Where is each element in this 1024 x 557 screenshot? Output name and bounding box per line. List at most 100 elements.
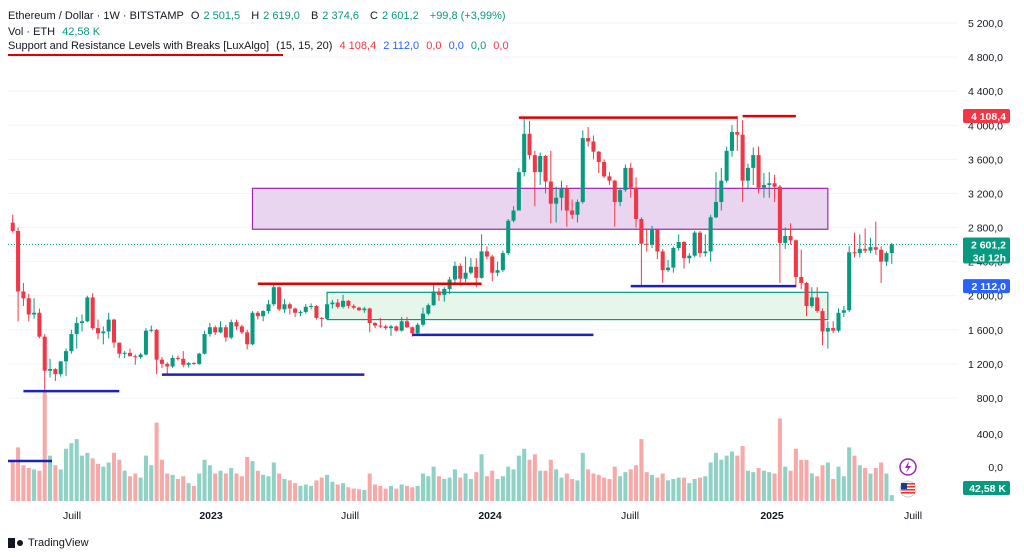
volume-bar bbox=[879, 462, 884, 501]
candle-body bbox=[325, 304, 330, 319]
candle-body bbox=[538, 155, 543, 173]
candle-body bbox=[863, 248, 868, 251]
candle-body bbox=[287, 304, 292, 309]
tradingview-brand[interactable]: TradingView bbox=[8, 537, 89, 549]
volume-bar bbox=[692, 479, 697, 501]
candle-body bbox=[735, 132, 740, 135]
volume-bar bbox=[69, 443, 74, 501]
candle-body bbox=[303, 306, 308, 312]
indicator-icon bbox=[899, 458, 917, 476]
candle-body bbox=[111, 319, 117, 343]
time-axis: Juill 2023 Juill 2024 Juill 2025 Juill bbox=[63, 510, 922, 522]
candle-body bbox=[713, 201, 718, 218]
candle-body bbox=[261, 311, 266, 317]
volume-bar bbox=[239, 476, 244, 501]
candle-body bbox=[314, 305, 319, 318]
candle-body bbox=[367, 308, 372, 323]
candle-body bbox=[639, 219, 644, 244]
volume-bar bbox=[431, 466, 436, 501]
volume-bar bbox=[213, 473, 218, 501]
zone-box-1 bbox=[251, 187, 829, 230]
volume-bar bbox=[234, 473, 239, 501]
volume-bar bbox=[378, 485, 383, 501]
candle-body bbox=[170, 357, 175, 367]
candle-body bbox=[229, 322, 234, 338]
volume-bar bbox=[719, 459, 724, 501]
indicator-name[interactable]: Support and Resistance Levels with Break… bbox=[8, 40, 270, 52]
volume-bar bbox=[570, 479, 575, 501]
candle-body bbox=[650, 229, 655, 245]
volume-bar bbox=[884, 473, 889, 501]
volume-bar bbox=[410, 487, 415, 501]
volume-bar bbox=[767, 472, 772, 501]
candle-body bbox=[575, 201, 580, 215]
volume-bar bbox=[516, 455, 521, 501]
candle-body bbox=[873, 247, 878, 250]
volume-bar bbox=[175, 479, 180, 501]
candle-body bbox=[761, 184, 766, 188]
price-change: +99,8 (+3,99%) bbox=[429, 10, 506, 22]
volume-bar bbox=[404, 485, 410, 501]
volume-bar bbox=[564, 473, 569, 501]
candle-body bbox=[58, 361, 63, 375]
candle-body bbox=[372, 323, 378, 326]
brand-text: TradingView bbox=[28, 537, 89, 549]
volume-bar bbox=[127, 476, 132, 501]
candle-body bbox=[298, 311, 303, 313]
candle-body bbox=[213, 327, 218, 333]
volume-bar bbox=[170, 474, 175, 501]
volume-bar bbox=[415, 485, 420, 501]
volume-bar bbox=[559, 477, 564, 501]
volume-bar bbox=[687, 483, 692, 501]
symbol-title: Ethereum / Dollar · 1W · BITSTAMP bbox=[8, 10, 184, 22]
candle-body bbox=[330, 302, 335, 305]
candle-body bbox=[868, 247, 873, 251]
candle-body bbox=[820, 311, 825, 332]
indicator-value-support: 2 112,0 bbox=[383, 40, 420, 52]
flag-stripe bbox=[901, 486, 915, 488]
volume-bar bbox=[772, 473, 777, 501]
countdown-label: 3d 12h bbox=[973, 252, 1006, 264]
candle-body bbox=[181, 358, 186, 365]
volume-bar bbox=[53, 465, 58, 501]
volume-bar bbox=[372, 484, 378, 501]
time-tick-label: 2024 bbox=[478, 510, 502, 522]
candle-body bbox=[729, 132, 734, 151]
time-tick-label: Juill bbox=[904, 510, 922, 522]
candle-body bbox=[37, 312, 42, 337]
volume-bar bbox=[197, 473, 202, 501]
candle-body bbox=[165, 363, 170, 367]
candle-body bbox=[495, 270, 500, 273]
volume-bar bbox=[58, 469, 63, 501]
candle-body bbox=[554, 197, 559, 204]
candle-body bbox=[623, 167, 628, 191]
candle-body bbox=[138, 354, 143, 358]
volume-bar bbox=[191, 485, 196, 501]
candle-body bbox=[559, 188, 564, 198]
volume-bar bbox=[761, 470, 766, 501]
indicator-legend[interactable]: Support and Resistance Levels with Break… bbox=[8, 40, 513, 52]
candle-body bbox=[516, 172, 521, 211]
candle-body bbox=[85, 297, 90, 322]
volume-bar bbox=[149, 465, 154, 501]
volume-bar bbox=[293, 483, 298, 501]
volume-bar bbox=[159, 459, 164, 501]
candle-body bbox=[282, 304, 287, 310]
volume-bar bbox=[468, 479, 473, 501]
volume-bar bbox=[735, 455, 740, 501]
volume-bar bbox=[538, 470, 543, 501]
candle-body bbox=[634, 187, 639, 220]
candle-body bbox=[788, 236, 793, 241]
candle-body bbox=[69, 334, 74, 352]
volume-bar bbox=[681, 477, 687, 501]
price-tick-label: 3 200,0 bbox=[968, 188, 1003, 200]
volume-bar bbox=[799, 459, 804, 501]
candle-body bbox=[53, 369, 58, 375]
candle-body bbox=[159, 359, 164, 364]
volume-bar bbox=[255, 470, 260, 501]
